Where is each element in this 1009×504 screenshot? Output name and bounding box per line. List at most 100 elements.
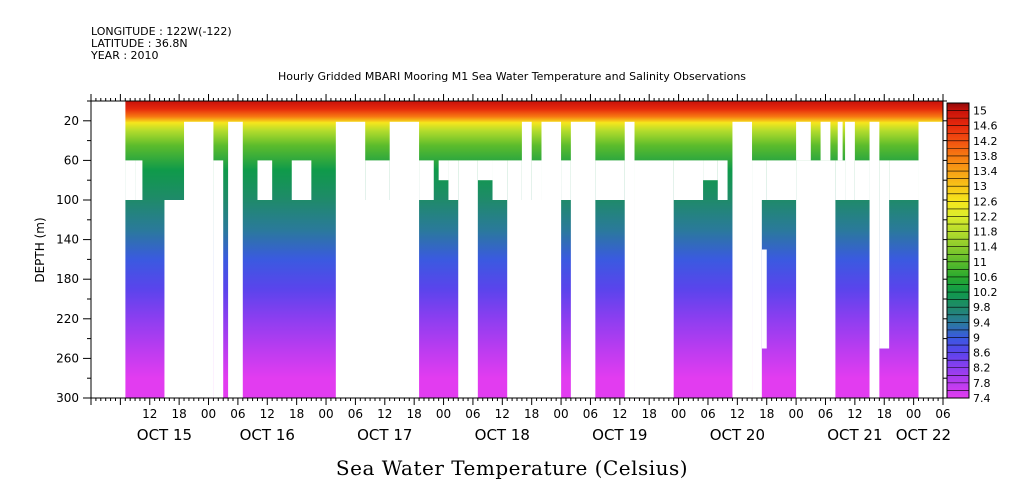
missing-data-block <box>889 160 919 200</box>
x-tick-label: 06 <box>230 407 245 421</box>
x-tick-label: 18 <box>759 407 774 421</box>
x-tick-label: 12 <box>377 407 392 421</box>
missing-data-block <box>458 160 478 398</box>
day-label: OCT 20 <box>710 426 765 444</box>
missing-data-block <box>91 101 126 398</box>
y-tick-label: 260 <box>56 351 79 365</box>
colorbar-label: 12.2 <box>973 210 998 223</box>
x-tick-label: 18 <box>171 407 186 421</box>
x-tick-label: 06 <box>348 407 363 421</box>
colorbar-label: 11 <box>973 256 987 269</box>
missing-data-block <box>595 160 625 200</box>
missing-data-block <box>541 121 562 398</box>
x-tick-label: 00 <box>318 407 333 421</box>
y-tick-label: 300 <box>56 391 79 405</box>
missing-data-block <box>335 121 366 200</box>
colorbar-label: 7.8 <box>973 377 991 390</box>
day-label: OCT 16 <box>240 426 295 444</box>
x-tick-label: 06 <box>583 407 598 421</box>
plot-area <box>91 101 943 398</box>
chart-title: Hourly Gridded MBARI Mooring M1 Sea Wate… <box>278 70 746 83</box>
day-label: OCT 22 <box>896 426 951 444</box>
missing-data-block <box>135 160 143 200</box>
missing-data-block <box>125 160 136 200</box>
missing-data-block <box>213 160 224 398</box>
x-tick-label: 18 <box>877 407 892 421</box>
missing-data-block <box>766 160 797 200</box>
missing-data-block <box>869 121 880 398</box>
x-tick-label: 00 <box>671 407 686 421</box>
x-tick-label: 18 <box>289 407 304 421</box>
x-tick-label: 00 <box>436 407 451 421</box>
x-tick-label: 12 <box>847 407 862 421</box>
colorbar-label: 14.2 <box>973 135 998 148</box>
missing-data-block <box>477 160 493 181</box>
missing-data-block <box>820 121 831 161</box>
colorbar-label: 15 <box>973 105 987 118</box>
colorbar-label: 14.6 <box>973 120 998 133</box>
colorbar-label: 10.6 <box>973 271 998 284</box>
missing-data-block <box>531 160 542 200</box>
x-tick-label: 12 <box>260 407 275 421</box>
x-tick-label: 18 <box>524 407 539 421</box>
x-tick-label: 12 <box>142 407 157 421</box>
missing-data-block <box>492 160 508 200</box>
missing-data-block <box>830 200 836 398</box>
x-tick-label: 00 <box>906 407 921 421</box>
colorbar-label: 13.4 <box>973 165 998 178</box>
colorbar-label: 9.4 <box>973 316 991 329</box>
missing-data-block <box>845 121 855 200</box>
colorbar-label: 10.2 <box>973 286 998 299</box>
day-label: OCT 15 <box>137 426 192 444</box>
latitude-label: LATITUDE : 36.8N <box>91 37 188 50</box>
missing-data-block <box>570 121 596 398</box>
day-label: OCT 18 <box>475 426 530 444</box>
missing-data-block <box>561 160 571 200</box>
colorbar-gradient <box>946 102 970 399</box>
x-tick-label: 06 <box>700 407 715 421</box>
missing-data-block <box>365 160 390 200</box>
missing-data-block <box>879 160 890 349</box>
missing-data-block <box>624 121 635 398</box>
bottom-title: Sea Water Temperature (Celsius) <box>336 456 688 480</box>
y-tick-label: 220 <box>56 312 79 326</box>
missing-data-block <box>228 121 243 398</box>
missing-data-block <box>761 249 767 349</box>
y-tick-label: 60 <box>64 153 79 167</box>
missing-data-block <box>673 160 704 200</box>
missing-data-block <box>732 121 753 398</box>
colorbar-label: 11.8 <box>973 226 998 239</box>
missing-data-block <box>257 160 273 200</box>
missing-data-block <box>634 160 674 398</box>
missing-data-block <box>796 121 811 161</box>
y-tick-label: 180 <box>56 272 79 286</box>
missing-data-block <box>854 160 870 200</box>
x-tick-label: 12 <box>612 407 627 421</box>
colorbar-label: 13 <box>973 180 987 193</box>
day-label: OCT 19 <box>592 426 647 444</box>
missing-data-block <box>448 160 459 200</box>
x-tick-label: 00 <box>788 407 803 421</box>
missing-data-block <box>291 160 312 200</box>
x-tick-label: 00 <box>201 407 216 421</box>
y-tick-label: 20 <box>64 114 79 128</box>
colorbar-label: 9.8 <box>973 301 991 314</box>
x-tick-label: 06 <box>818 407 833 421</box>
missing-data-block <box>438 160 449 181</box>
colorbar: 15 14.6 14.2 13.8 13.4 13 12.6 12.2 11.8 11.4 11 10… <box>946 102 998 405</box>
y-axis-label: DEPTH (m) <box>33 217 47 282</box>
colorbar-label: 13.8 <box>973 150 998 163</box>
missing-data-block <box>521 121 532 398</box>
missing-data-block <box>164 200 214 398</box>
missing-data-block <box>703 160 718 181</box>
missing-data-block <box>717 160 728 200</box>
colorbar-label: 7.4 <box>973 392 991 405</box>
missing-data-block <box>507 160 522 200</box>
x-tick-label: 06 <box>465 407 480 421</box>
x-tick-label: 00 <box>553 407 568 421</box>
colorbar-label: 12.6 <box>973 195 998 208</box>
x-tick-label: 18 <box>407 407 422 421</box>
missing-data-block <box>837 121 843 161</box>
colorbar-label: 8.2 <box>973 362 991 375</box>
